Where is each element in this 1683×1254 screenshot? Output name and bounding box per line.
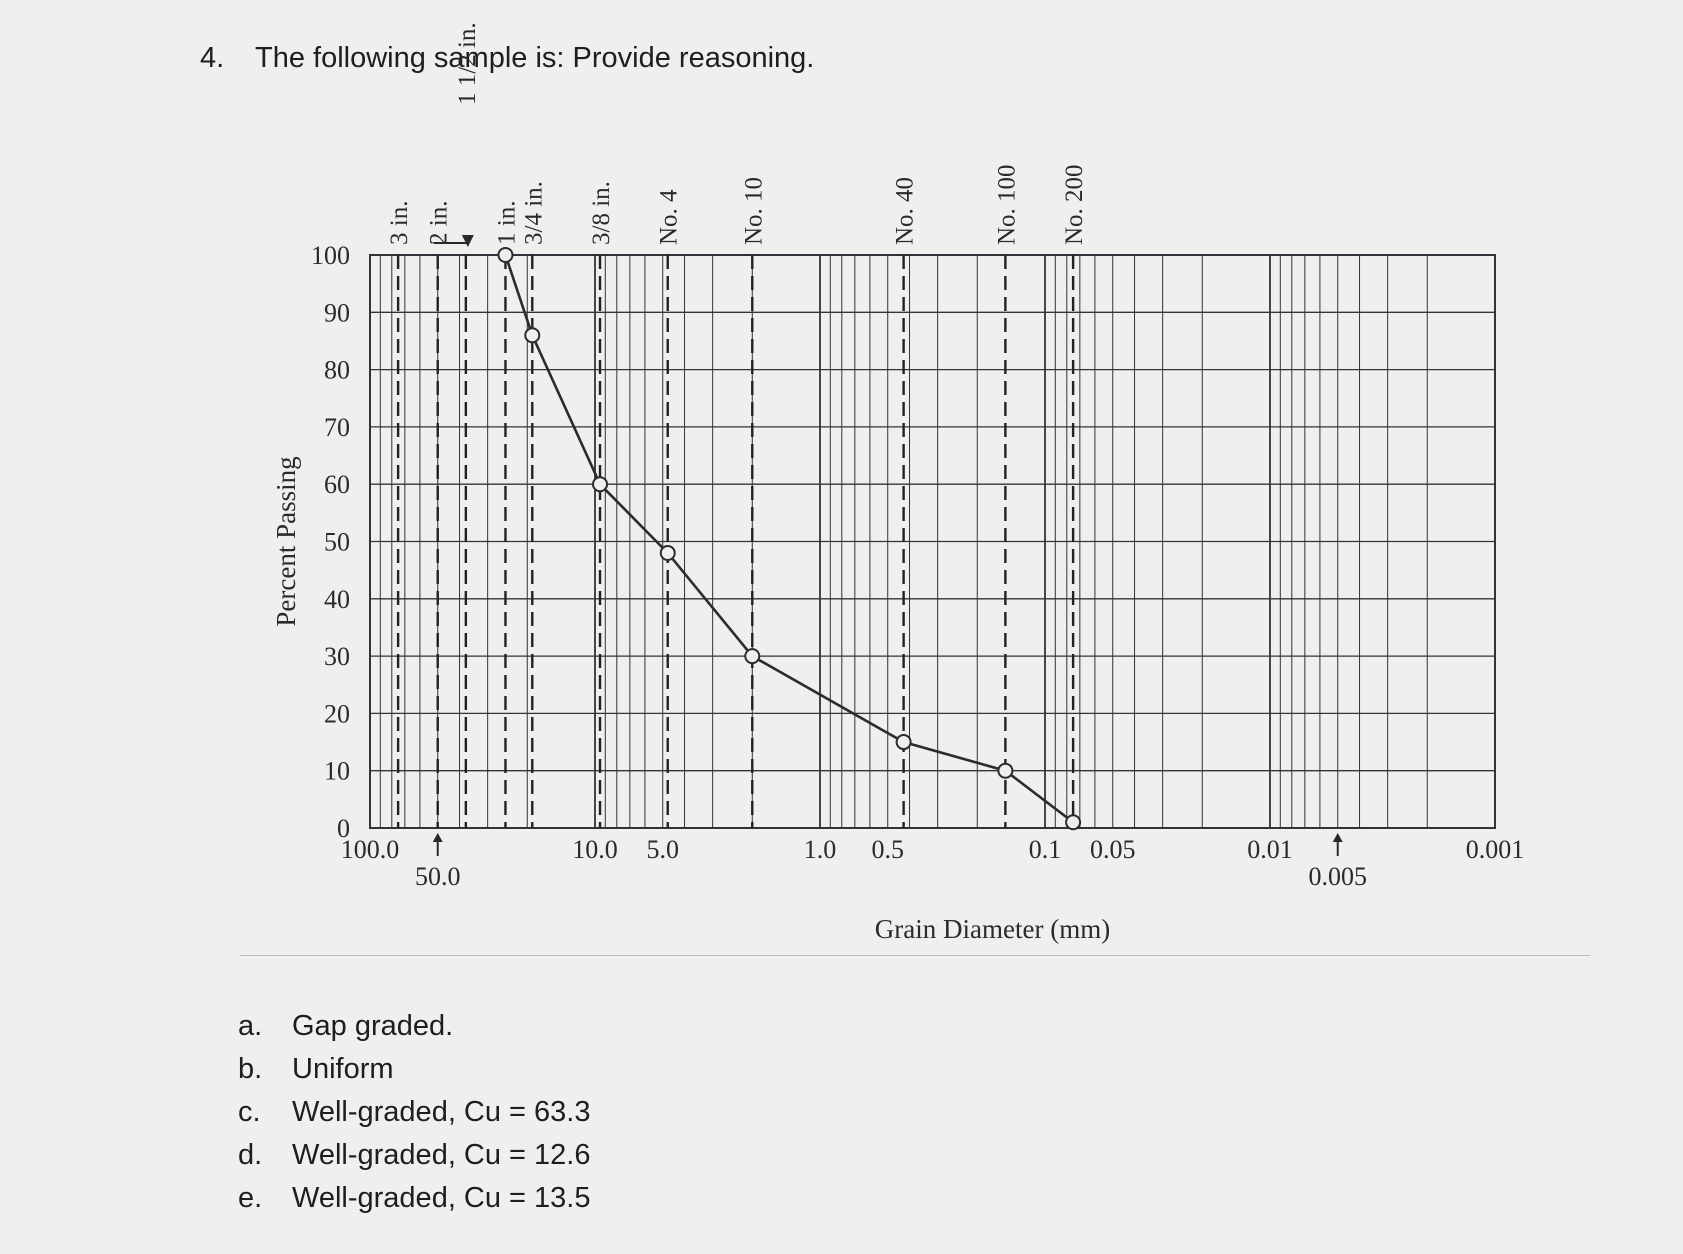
option-letter: d. <box>238 1139 263 1171</box>
option-text: Well-graded, Cu = 13.5 <box>292 1182 591 1214</box>
sieve-label: No. 4 <box>656 189 683 245</box>
option-text: Well-graded, Cu = 12.6 <box>292 1139 591 1171</box>
y-tick-label: 80 <box>324 356 350 385</box>
x-tick-label: 1.0 <box>804 835 837 864</box>
y-tick-label: 40 <box>324 585 350 614</box>
y-tick-label: 90 <box>324 298 350 327</box>
x-tick-label: 10.0 <box>572 835 618 864</box>
sieve-label: 1 in. <box>493 201 520 245</box>
data-point <box>895 734 912 751</box>
data-point <box>497 247 514 263</box>
option-text: Gap graded. <box>292 1010 454 1042</box>
option-letter: a. <box>238 1010 263 1042</box>
x-tick-label: 0.005 <box>1308 862 1367 891</box>
option-e[interactable]: e. Well-graded, Cu = 13.5 <box>238 1177 591 1220</box>
data-point <box>997 762 1014 779</box>
question-text: 4. The following sample is: Provide reaso… <box>200 42 814 75</box>
option-text: Well-graded, Cu = 63.3 <box>292 1096 591 1128</box>
y-tick-label: 60 <box>324 470 350 499</box>
x-tick-label: 0.001 <box>1466 835 1525 864</box>
x-tick-label: 0.5 <box>871 835 904 864</box>
x-tick-label: 100.0 <box>341 835 400 864</box>
data-point <box>592 476 609 493</box>
option-letter: b. <box>238 1053 263 1085</box>
sieve-label: 3/8 in. <box>588 181 615 245</box>
sieve-label: 3/4 in. <box>520 181 547 245</box>
sieve-label: No. 200 <box>1061 164 1088 245</box>
y-tick-label: 20 <box>324 699 350 728</box>
y-tick-label: 70 <box>324 413 350 442</box>
option-c[interactable]: c. Well-graded, Cu = 63.3 <box>238 1091 591 1134</box>
option-a[interactable]: a. Gap graded. <box>238 1005 591 1048</box>
data-point <box>1065 814 1082 831</box>
sieve-label: No. 40 <box>892 177 919 245</box>
x-tick-label: 0.05 <box>1090 835 1136 864</box>
option-text: Uniform <box>292 1053 394 1085</box>
sieve-label: 1 1/2 in. <box>454 22 481 105</box>
y-axis-label: Percent Passing <box>271 456 301 626</box>
question-number: 4. <box>200 42 225 74</box>
sieve-label: No. 100 <box>993 164 1020 245</box>
y-tick-label: 50 <box>324 528 350 557</box>
x-tick-label: 0.01 <box>1247 835 1293 864</box>
data-point <box>524 327 541 344</box>
y-tick-label: 0 <box>337 814 350 843</box>
data-point <box>744 648 761 665</box>
sieve-label: No. 10 <box>740 177 767 245</box>
option-d[interactable]: d. Well-graded, Cu = 12.6 <box>238 1134 591 1177</box>
sieve-arrow-head <box>461 235 474 247</box>
data-point <box>659 544 676 561</box>
y-tick-label: 10 <box>324 757 350 786</box>
x-tick-label: 50.0 <box>415 862 461 891</box>
y-tick-label: 30 <box>324 642 350 671</box>
answer-options: a. Gap graded. b. Uniform c. Well-graded, C… <box>238 1005 591 1220</box>
option-b[interactable]: b. Uniform <box>238 1048 591 1091</box>
x-axis-label: Grain Diameter (mm) <box>875 914 1110 944</box>
tick-arrow-head <box>432 833 443 842</box>
x-tick-label: 0.1 <box>1029 835 1062 864</box>
divider <box>240 955 1590 956</box>
gradation-curve <box>504 254 1074 824</box>
x-tick-label: 5.0 <box>646 835 679 864</box>
question-prompt: The following sample is: Provide reasoni… <box>255 42 815 74</box>
tick-arrow-head <box>1332 833 1343 842</box>
y-tick-label: 100 <box>311 241 350 270</box>
sieve-label: 2 in. <box>426 201 453 245</box>
sieve-label: 3 in. <box>386 201 413 245</box>
option-letter: c. <box>238 1096 261 1128</box>
option-letter: e. <box>238 1182 263 1214</box>
